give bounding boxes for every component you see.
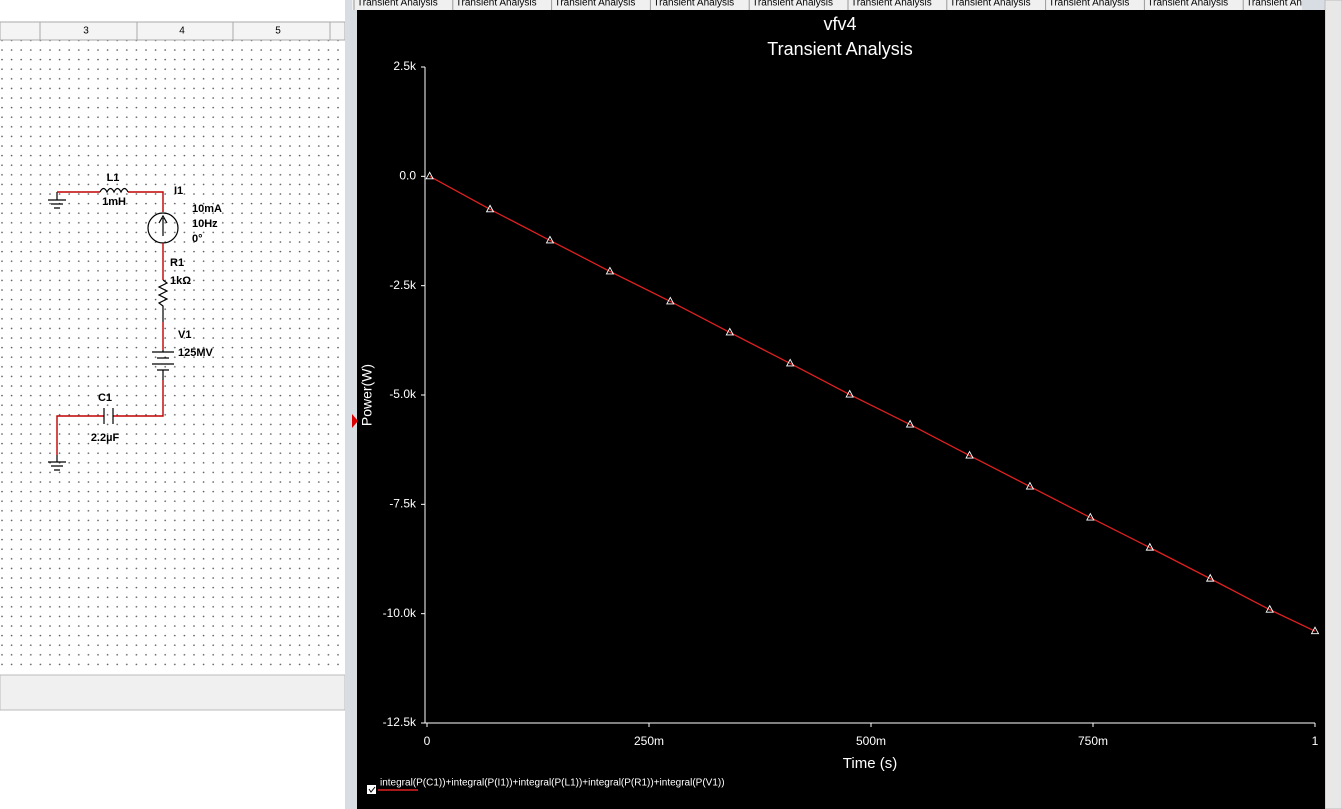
chart-title: vfv4: [823, 14, 856, 34]
component-value: 0°: [192, 233, 203, 245]
data-marker: [1086, 512, 1095, 521]
tab[interactable]: Transient Analysis: [1049, 0, 1130, 9]
x-tick-label: 250m: [634, 734, 664, 748]
legend-checkbox[interactable]: [367, 785, 376, 794]
component-value: 10Hz: [192, 218, 218, 230]
component-value: 1kΩ: [170, 275, 191, 287]
tab[interactable]: Transient Analysis: [950, 0, 1031, 9]
x-tick-label: 0: [424, 734, 431, 748]
tab[interactable]: Transient Analysis: [653, 0, 734, 9]
component-name: R1: [170, 257, 184, 269]
component-name: C1: [98, 392, 112, 404]
x-tick-label: 750m: [1078, 734, 1108, 748]
ruler-label: 3: [83, 26, 89, 37]
data-marker: [1265, 604, 1274, 613]
data-marker: [905, 419, 915, 428]
data-marker: [425, 171, 434, 180]
component-value: 125MV: [178, 347, 214, 359]
y-axis-label: Power(W): [359, 364, 375, 426]
tab[interactable]: Transient Analysis: [456, 0, 537, 9]
cursor-marker[interactable]: [352, 414, 358, 428]
ruler-label: 4: [179, 26, 185, 37]
y-tick-label: 2.5k: [393, 59, 417, 73]
x-axis-label: Time (s): [843, 755, 897, 772]
y-tick-label: -10.0k: [383, 606, 417, 620]
plot-background: [357, 10, 1325, 809]
data-marker: [965, 450, 974, 459]
tab[interactable]: Transient Analysis: [1147, 0, 1228, 9]
data-marker: [605, 266, 615, 275]
circuit: [48, 187, 179, 471]
component-name: I1: [174, 185, 183, 197]
component-value: 2.2µF: [91, 432, 120, 444]
data-marker: [845, 389, 854, 398]
tab[interactable]: Transient Analysis: [752, 0, 833, 9]
data-marker: [1145, 542, 1155, 551]
data-marker: [666, 296, 675, 305]
component-name: L1: [107, 172, 120, 184]
x-tick-label: 500m: [856, 734, 886, 748]
tab[interactable]: Transient Analysis: [1246, 0, 1327, 9]
y-tick-label: -7.5k: [389, 497, 417, 511]
data-line: [429, 175, 1316, 632]
y-tick-label: 0.0: [399, 169, 416, 183]
data-marker: [785, 358, 795, 367]
data-marker: [485, 204, 495, 213]
scrollbar[interactable]: [1324, 0, 1342, 809]
data-marker: [1025, 481, 1035, 490]
x-tick-label: 1: [1312, 734, 1319, 748]
tab[interactable]: Transient Analysis: [851, 0, 932, 9]
component-name: V1: [178, 329, 191, 341]
data-marker: [545, 235, 555, 244]
tab[interactable]: Transient Analysis: [357, 0, 438, 9]
y-tick-label: -2.5k: [389, 278, 417, 292]
component-value: 10mA: [192, 203, 222, 215]
ruler-label: 5: [275, 26, 281, 37]
schematic-panel: 3 4 5 L1 1mH I1 10mA 10Hz 0° R1 1kΩ V1 1…: [0, 0, 346, 711]
legend-label: integral(P(C1))+integral(P(I1))+integral…: [380, 778, 725, 789]
data-marker: [1205, 573, 1215, 582]
tab-bar: [352, 0, 1302, 10]
ruler: [0, 21, 346, 41]
data-marker: [725, 327, 735, 336]
tab[interactable]: Transient Analysis: [555, 0, 636, 9]
data-marker: [1310, 626, 1320, 635]
component-value: 1mH: [102, 196, 126, 208]
chart-subtitle: Transient Analysis: [767, 39, 912, 59]
y-tick-label: -5.0k: [389, 387, 417, 401]
scrollbar[interactable]: [0, 674, 346, 711]
y-tick-label: -12.5k: [383, 715, 417, 729]
